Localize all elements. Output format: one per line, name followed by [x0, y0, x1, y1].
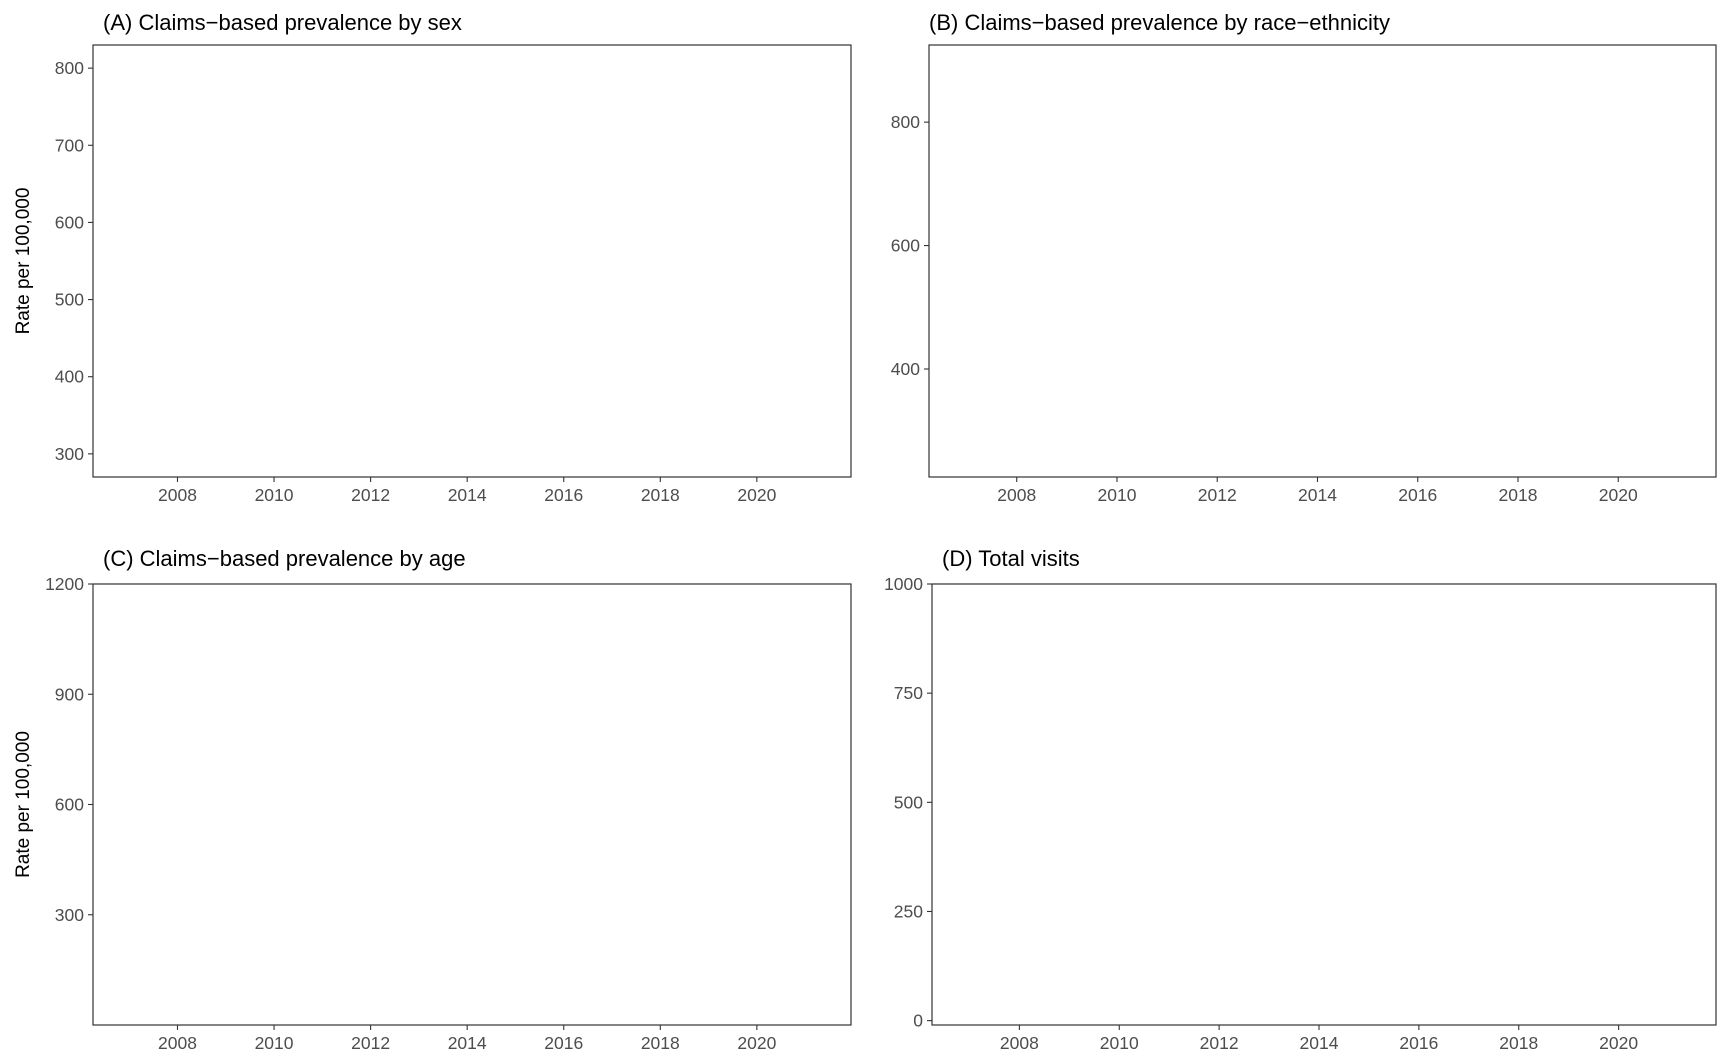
x-tick-label: 2018	[1499, 1033, 1538, 1053]
panel-b: HispanicBlackWhiteAsian20082010201220142…	[891, 10, 1717, 505]
x-tick-label: 2016	[1399, 1033, 1438, 1053]
y-tick-label: 400	[891, 359, 920, 379]
y-tick-label: 800	[55, 58, 84, 78]
x-tick-label: 2016	[544, 1033, 583, 1053]
y-tick-label: 300	[55, 905, 84, 925]
x-tick-label: 2014	[1298, 485, 1337, 505]
panel-title: (B) Claims−based prevalence by race−ethn…	[929, 10, 1390, 35]
x-tick-label: 2010	[255, 1033, 294, 1053]
y-tick-label: 250	[894, 901, 923, 921]
x-tick-label: 2014	[1300, 1033, 1339, 1053]
y-tick-label: 800	[891, 112, 920, 132]
x-tick-label: 2014	[448, 1033, 487, 1053]
x-tick-label: 2012	[351, 1033, 390, 1053]
panel-title: (A) Claims−based prevalence by sex	[103, 10, 462, 35]
panel-d: AmbulatoryInpatientEmergency200820102012…	[884, 546, 1717, 1053]
x-tick-label: 2012	[351, 485, 390, 505]
x-tick-label: 2012	[1200, 1033, 1239, 1053]
x-tick-label: 2020	[737, 1033, 776, 1053]
x-tick-label: 2016	[1398, 485, 1437, 505]
x-tick-label: 2020	[1599, 485, 1638, 505]
x-tick-label: 2016	[544, 485, 583, 505]
y-axis-label: Rate per 100,000	[13, 188, 34, 335]
panel-c: 65+45 to 6425 to 440 to 2420082010201220…	[13, 546, 852, 1053]
y-tick-label: 600	[55, 795, 84, 815]
panel-border	[92, 44, 852, 478]
y-tick-label: 750	[894, 683, 923, 703]
x-tick-label: 2010	[1100, 1033, 1139, 1053]
y-tick-label: 700	[55, 135, 84, 155]
panel-title: (D) Total visits	[942, 546, 1080, 571]
x-tick-label: 2010	[1098, 485, 1137, 505]
y-tick-label: 500	[55, 290, 84, 310]
panel-border	[92, 583, 852, 1026]
y-tick-label: 300	[55, 444, 84, 464]
x-tick-label: 2018	[641, 485, 680, 505]
x-tick-label: 2008	[158, 1033, 197, 1053]
y-tick-label: 600	[55, 212, 84, 232]
y-axis-label: Rate per 100,000	[13, 731, 34, 878]
x-tick-label: 2010	[255, 485, 294, 505]
y-tick-label: 500	[894, 792, 923, 812]
x-tick-label: 2012	[1198, 485, 1237, 505]
x-tick-label: 2008	[997, 485, 1036, 505]
panel-border	[931, 583, 1717, 1026]
x-tick-label: 2008	[1000, 1033, 1039, 1053]
x-tick-label: 2020	[1599, 1033, 1638, 1053]
panel-a: WomenMen20082010201220142016201820203004…	[13, 10, 852, 505]
y-tick-label: 1200	[45, 574, 84, 594]
x-tick-label: 2018	[641, 1033, 680, 1053]
x-tick-label: 2008	[158, 485, 197, 505]
x-tick-label: 2020	[737, 485, 776, 505]
panel-title: (C) Claims−based prevalence by age	[103, 546, 466, 571]
x-tick-label: 2014	[448, 485, 487, 505]
y-tick-label: 0	[913, 1011, 923, 1031]
y-tick-label: 600	[891, 236, 920, 256]
panel-border	[928, 44, 1717, 478]
y-tick-label: 400	[55, 367, 84, 387]
y-tick-label: 1000	[884, 574, 923, 594]
y-tick-label: 900	[55, 684, 84, 704]
x-tick-label: 2018	[1499, 485, 1538, 505]
